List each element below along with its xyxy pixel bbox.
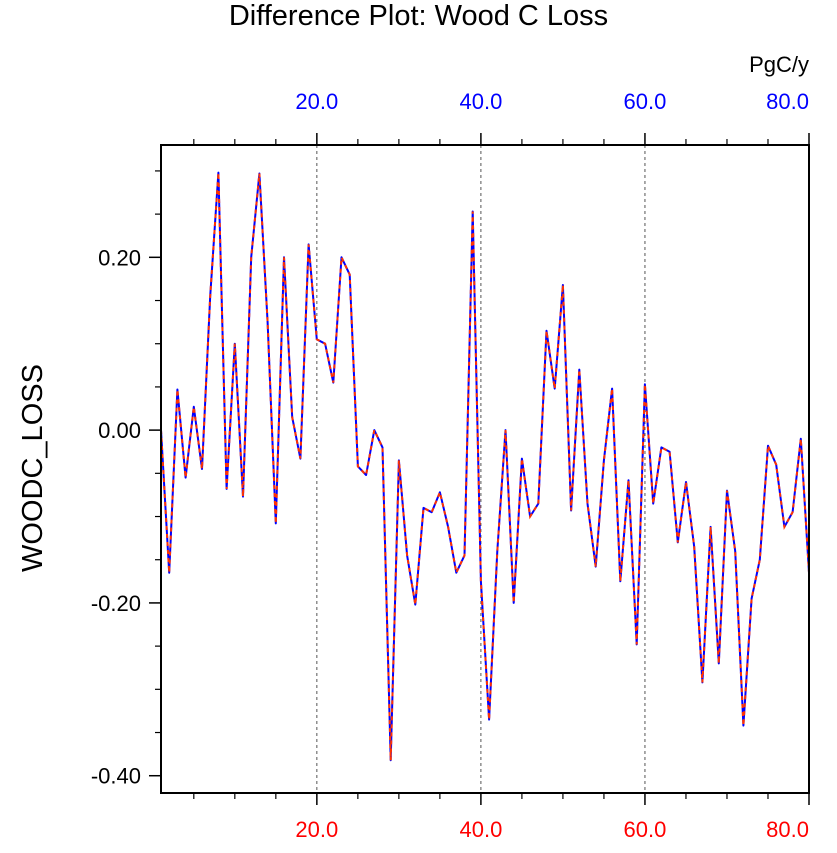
- series-dash-difference: [160, 172, 810, 761]
- series-line-difference: [160, 171, 810, 762]
- x-tick-label-bottom: 20.0: [295, 817, 338, 842]
- x-tick-label-top: 60.0: [624, 89, 667, 114]
- x-tick-label-top: 40.0: [459, 89, 502, 114]
- y-tick-label: 0.00: [98, 418, 141, 443]
- chart-title: Difference Plot: Wood C Loss: [228, 0, 609, 32]
- x-tick-label-top: 80.0: [766, 89, 809, 114]
- series-layer: [160, 171, 810, 762]
- x-gridlines: [316, 145, 646, 793]
- tick-labels: -0.40 -0.20 0.00 0.20 20.0 20.0 40.0 40.0 60.0 60…: [91, 89, 809, 842]
- units-label: PgC/y: [749, 52, 809, 77]
- x-tick-label-bottom: 40.0: [459, 817, 502, 842]
- x-tick-label-bottom: 80.0: [766, 817, 809, 842]
- plot-frame: [160, 144, 810, 794]
- x-tick-label-bottom: 60.0: [624, 817, 667, 842]
- x-tick-label-top: 20.0: [295, 89, 338, 114]
- y-tick-label: -0.40: [91, 764, 141, 789]
- y-tick-label: -0.20: [91, 591, 141, 616]
- y-tick-label: 0.20: [98, 245, 141, 270]
